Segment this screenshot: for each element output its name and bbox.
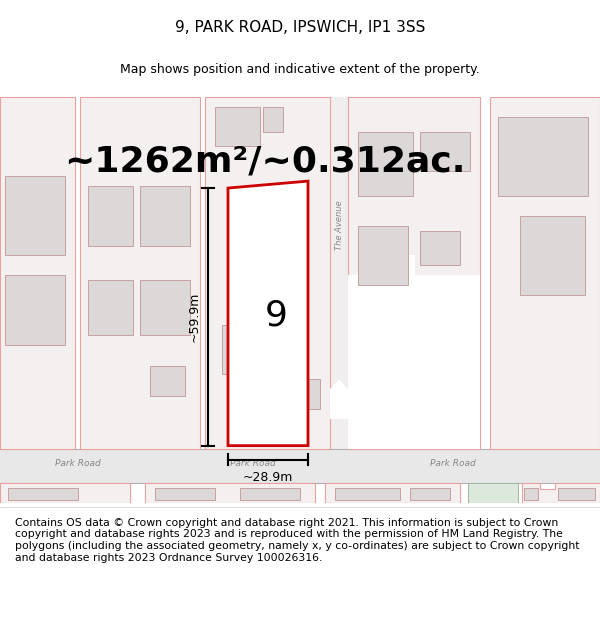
Polygon shape: [0, 97, 75, 449]
Bar: [420, 131, 470, 171]
Bar: [0, 449, 600, 483]
Polygon shape: [145, 483, 315, 503]
Bar: [335, 488, 400, 500]
Bar: [358, 131, 413, 196]
Bar: [263, 107, 283, 131]
Polygon shape: [228, 181, 308, 446]
Bar: [5, 275, 65, 344]
Polygon shape: [0, 483, 130, 503]
Bar: [140, 280, 190, 334]
Bar: [520, 216, 585, 295]
Bar: [222, 325, 277, 374]
Bar: [5, 176, 65, 256]
Polygon shape: [490, 97, 600, 449]
Polygon shape: [348, 256, 480, 449]
Text: Contains OS data © Crown copyright and database right 2021. This information is : Contains OS data © Crown copyright and d…: [15, 518, 580, 562]
Bar: [498, 117, 588, 196]
Polygon shape: [325, 483, 460, 503]
Polygon shape: [80, 97, 200, 449]
Polygon shape: [524, 488, 538, 500]
Bar: [8, 488, 78, 500]
Text: Park Road: Park Road: [430, 459, 476, 469]
Bar: [155, 488, 215, 500]
Polygon shape: [205, 97, 330, 449]
Text: ~59.9m: ~59.9m: [187, 292, 200, 342]
Bar: [410, 488, 450, 500]
Text: Park Road: Park Road: [230, 459, 276, 469]
Bar: [215, 107, 260, 146]
Bar: [358, 226, 408, 285]
Bar: [285, 379, 320, 409]
Polygon shape: [558, 488, 595, 500]
Bar: [88, 186, 133, 246]
Bar: [330, 97, 348, 449]
Polygon shape: [348, 97, 480, 449]
Bar: [468, 483, 518, 503]
Text: 9: 9: [265, 298, 287, 332]
Bar: [150, 366, 185, 396]
Text: ~1262m²/~0.312ac.: ~1262m²/~0.312ac.: [64, 144, 466, 178]
Text: Park Road: Park Road: [55, 459, 101, 469]
Text: ~28.9m: ~28.9m: [243, 471, 293, 484]
Polygon shape: [330, 379, 348, 419]
Bar: [88, 280, 133, 334]
Text: Map shows position and indicative extent of the property.: Map shows position and indicative extent…: [120, 63, 480, 76]
Bar: [240, 488, 300, 500]
Bar: [140, 186, 190, 246]
Text: 9, PARK ROAD, IPSWICH, IP1 3SS: 9, PARK ROAD, IPSWICH, IP1 3SS: [175, 19, 425, 34]
Polygon shape: [522, 483, 600, 503]
Text: The Avenue: The Avenue: [335, 201, 343, 251]
Bar: [420, 231, 460, 266]
